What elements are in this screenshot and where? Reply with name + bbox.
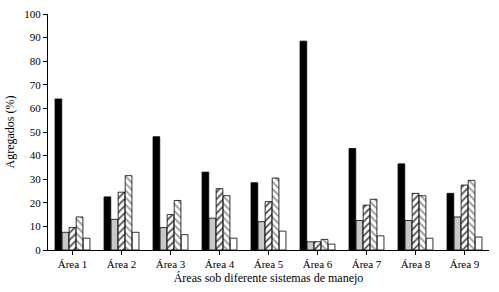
svg-text:0: 0	[35, 244, 41, 256]
svg-text:Áreas sob diferente sistemas d: Áreas sob diferente sistemas de manejo	[174, 271, 364, 285]
svg-text:Área 9: Área 9	[450, 258, 480, 270]
svg-text:Área 2: Área 2	[107, 258, 137, 270]
svg-text:80: 80	[30, 55, 42, 67]
svg-text:Área 3: Área 3	[156, 258, 186, 270]
svg-text:10: 10	[30, 220, 42, 232]
svg-text:Área 1: Área 1	[58, 258, 88, 270]
svg-text:40: 40	[30, 149, 42, 161]
svg-text:20: 20	[30, 197, 42, 209]
svg-text:Área 5: Área 5	[254, 258, 284, 270]
svg-text:50: 50	[30, 126, 42, 138]
svg-text:90: 90	[30, 31, 42, 43]
svg-text:Área 6: Área 6	[303, 258, 333, 270]
svg-text:Agregados (%): Agregados (%)	[3, 96, 17, 169]
svg-text:Área 8: Área 8	[401, 258, 431, 270]
svg-text:30: 30	[30, 173, 42, 185]
svg-text:70: 70	[30, 79, 42, 91]
svg-text:Área 7: Área 7	[352, 258, 382, 270]
svg-text:60: 60	[30, 102, 42, 114]
svg-text:100: 100	[24, 8, 41, 20]
svg-text:Área 4: Área 4	[205, 258, 235, 270]
